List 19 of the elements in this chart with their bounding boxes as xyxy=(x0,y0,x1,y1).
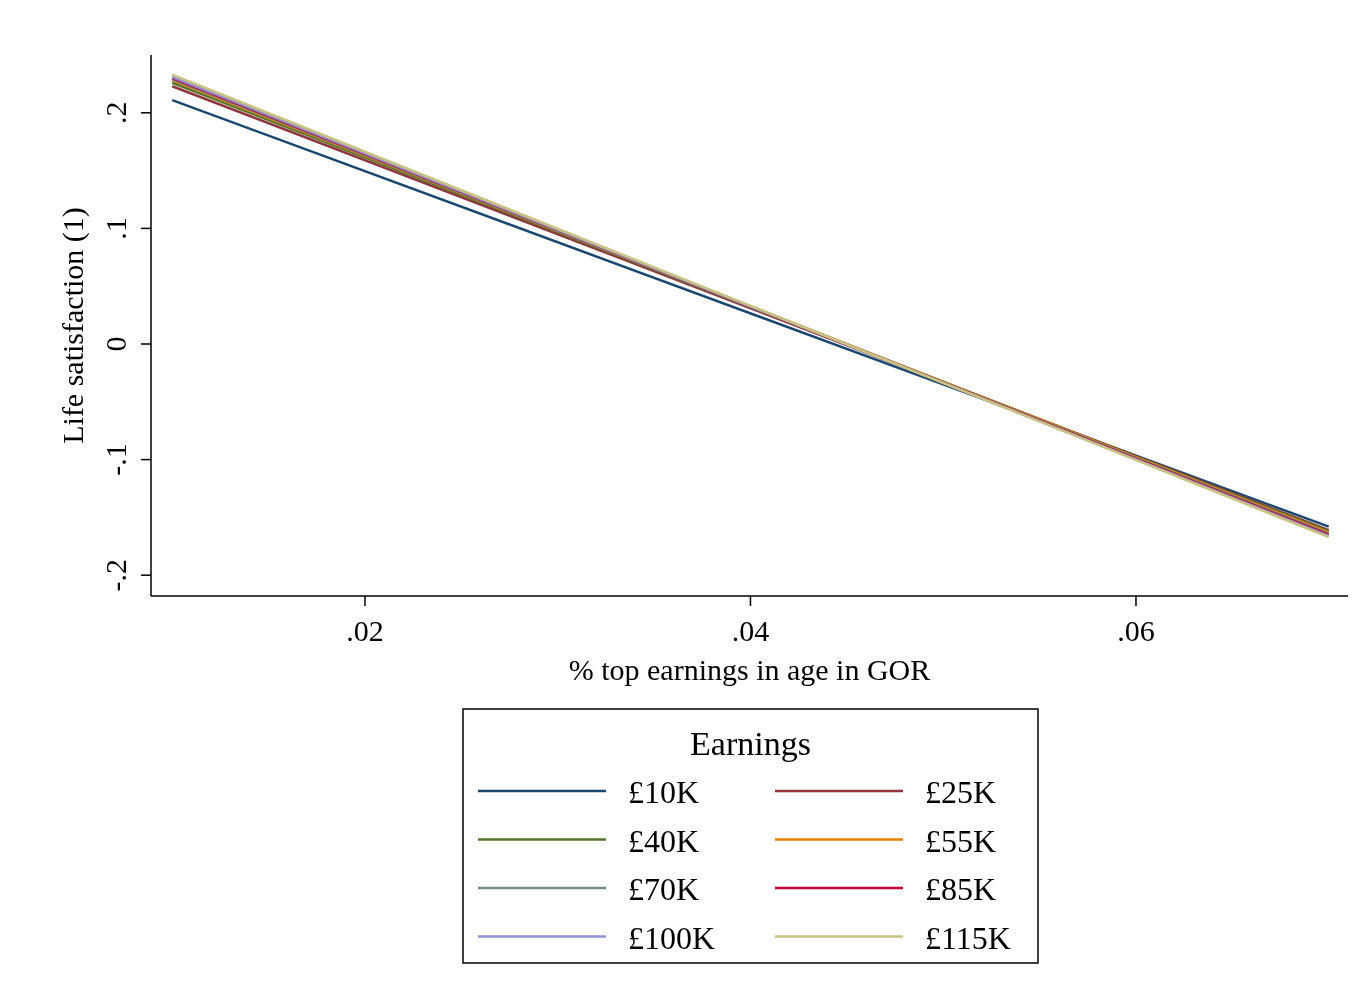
y-tick-label: .1 xyxy=(99,217,132,240)
y-tick-label: -.1 xyxy=(99,443,132,476)
legend-label: £115K xyxy=(925,919,1011,956)
x-tick-label: .06 xyxy=(1117,614,1155,647)
legend-label: £40K xyxy=(628,822,700,859)
legend-label: £25K xyxy=(925,774,997,810)
legend-label: £100K xyxy=(628,919,716,956)
x-axis-title: % top earnings in age in GOR xyxy=(568,653,931,686)
legend-label: £55K xyxy=(925,822,997,859)
legend-label: £70K xyxy=(628,871,700,907)
y-tick-label: 0 xyxy=(99,336,132,352)
legend-label: £10K xyxy=(628,774,700,810)
x-tick-label: .02 xyxy=(346,614,384,647)
legend-label: £85K xyxy=(925,871,997,907)
legend-title: Earnings xyxy=(690,725,811,762)
y-tick-label: .2 xyxy=(99,101,132,125)
y-tick-label: -.2 xyxy=(99,558,132,592)
x-tick-label: .04 xyxy=(731,614,770,647)
y-axis-title: Life satisfaction (1) xyxy=(56,207,90,444)
